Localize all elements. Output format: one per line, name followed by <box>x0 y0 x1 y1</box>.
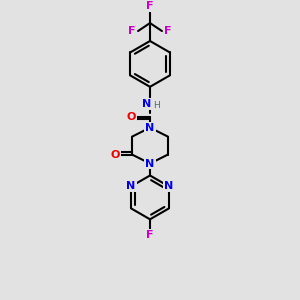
Text: O: O <box>110 150 120 160</box>
Text: F: F <box>146 1 154 11</box>
Text: N: N <box>142 99 152 109</box>
Text: F: F <box>128 26 136 36</box>
Text: N: N <box>126 182 136 191</box>
Text: F: F <box>164 26 172 36</box>
Text: F: F <box>146 230 154 240</box>
Text: N: N <box>146 123 154 133</box>
Text: N: N <box>146 158 154 169</box>
Text: H: H <box>154 101 160 110</box>
Text: O: O <box>126 112 136 122</box>
Text: N: N <box>164 182 174 191</box>
